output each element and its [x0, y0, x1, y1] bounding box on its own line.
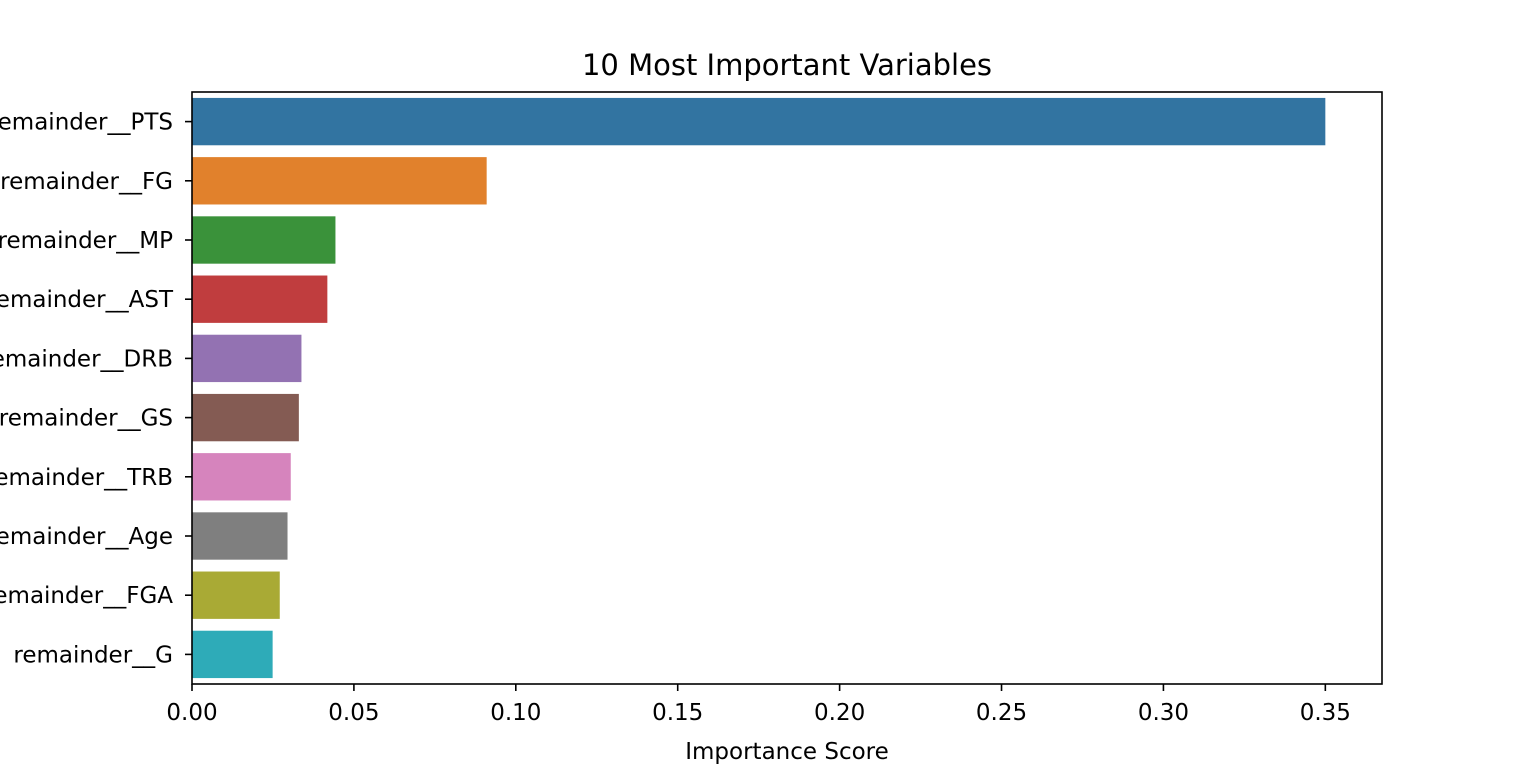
x-axis-label: Importance Score [685, 739, 889, 765]
x-tick-label: 0.35 [1300, 700, 1351, 726]
x-tick-label: 0.00 [166, 700, 217, 726]
bar-remainder__FGA [192, 571, 280, 619]
x-tick-label: 0.20 [814, 700, 865, 726]
x-tick-label: 0.15 [652, 700, 703, 726]
y-tick-label: remainder__FGA [0, 583, 173, 609]
y-tick-label: remainder__MP [0, 228, 173, 254]
bar-remainder__G [192, 630, 273, 679]
bar-remainder__FG [192, 157, 487, 205]
bars-group [192, 97, 1326, 679]
x-tick-label: 0.25 [976, 700, 1027, 726]
y-tick-label: remainder__TRB [0, 465, 173, 491]
y-tick-label: remainder__GS [0, 406, 173, 432]
chart-title: 10 Most Important Variables [582, 48, 992, 82]
y-tick-label: remainder__FG [0, 169, 173, 195]
x-tick-label: 0.30 [1138, 700, 1189, 726]
y-tick-label: remainder__G [13, 642, 173, 668]
y-tick-label: remainder__AST [0, 287, 174, 313]
y-tick-label: remainder__DRB [0, 346, 173, 372]
x-tick-label: 0.05 [328, 700, 379, 726]
x-tick-label: 0.10 [490, 700, 541, 726]
x-axis-ticks: 0.00 0.05 0.10 0.15 0.20 0.25 0.30 0.35 [166, 684, 1351, 726]
bar-remainder__DRB [192, 334, 302, 383]
bar-remainder__AST [192, 275, 328, 323]
bar-remainder__TRB [192, 453, 291, 501]
bar-remainder__MP [192, 216, 336, 264]
axes-frame [191, 91, 1383, 685]
y-tick-label: remainder__Age [0, 524, 173, 550]
bar-remainder__Age [192, 512, 288, 560]
bar-remainder__PTS [192, 97, 1326, 146]
bar-remainder__GS [192, 393, 299, 442]
y-axis-ticks: remainder__PTS remainder__FG remainder__MP… [0, 110, 192, 668]
y-tick-label: remainder__PTS [0, 110, 173, 136]
